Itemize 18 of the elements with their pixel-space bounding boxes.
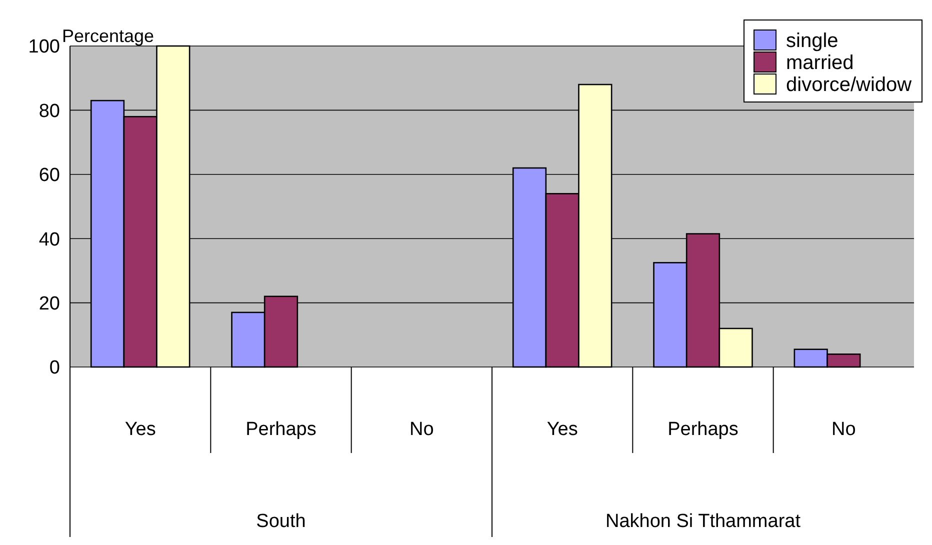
y-tick-label: 0	[49, 358, 60, 379]
x-tick-label: Perhaps	[668, 419, 738, 440]
legend-label: married	[786, 52, 854, 74]
y-tick-label: 100	[28, 36, 60, 58]
legend-label: single	[786, 30, 838, 52]
x-tick-label: Yes	[124, 419, 156, 440]
y-tick-label: 20	[38, 293, 60, 314]
text: Nakhon Si Tthammarat	[605, 511, 802, 532]
y-axis-title: Percentage	[62, 26, 154, 46]
x-tick-label: Yes	[546, 419, 578, 440]
x-tick-label: Perhaps	[246, 419, 316, 440]
x-tick-label: No	[410, 419, 434, 440]
y-tick-label: 40	[38, 229, 60, 250]
y-tick-label: 80	[38, 100, 60, 122]
y-tick-label: 60	[38, 165, 60, 186]
x-tick-label: No	[832, 419, 856, 440]
text: South	[256, 511, 306, 532]
legend-label: divorce/widow	[786, 74, 912, 96]
